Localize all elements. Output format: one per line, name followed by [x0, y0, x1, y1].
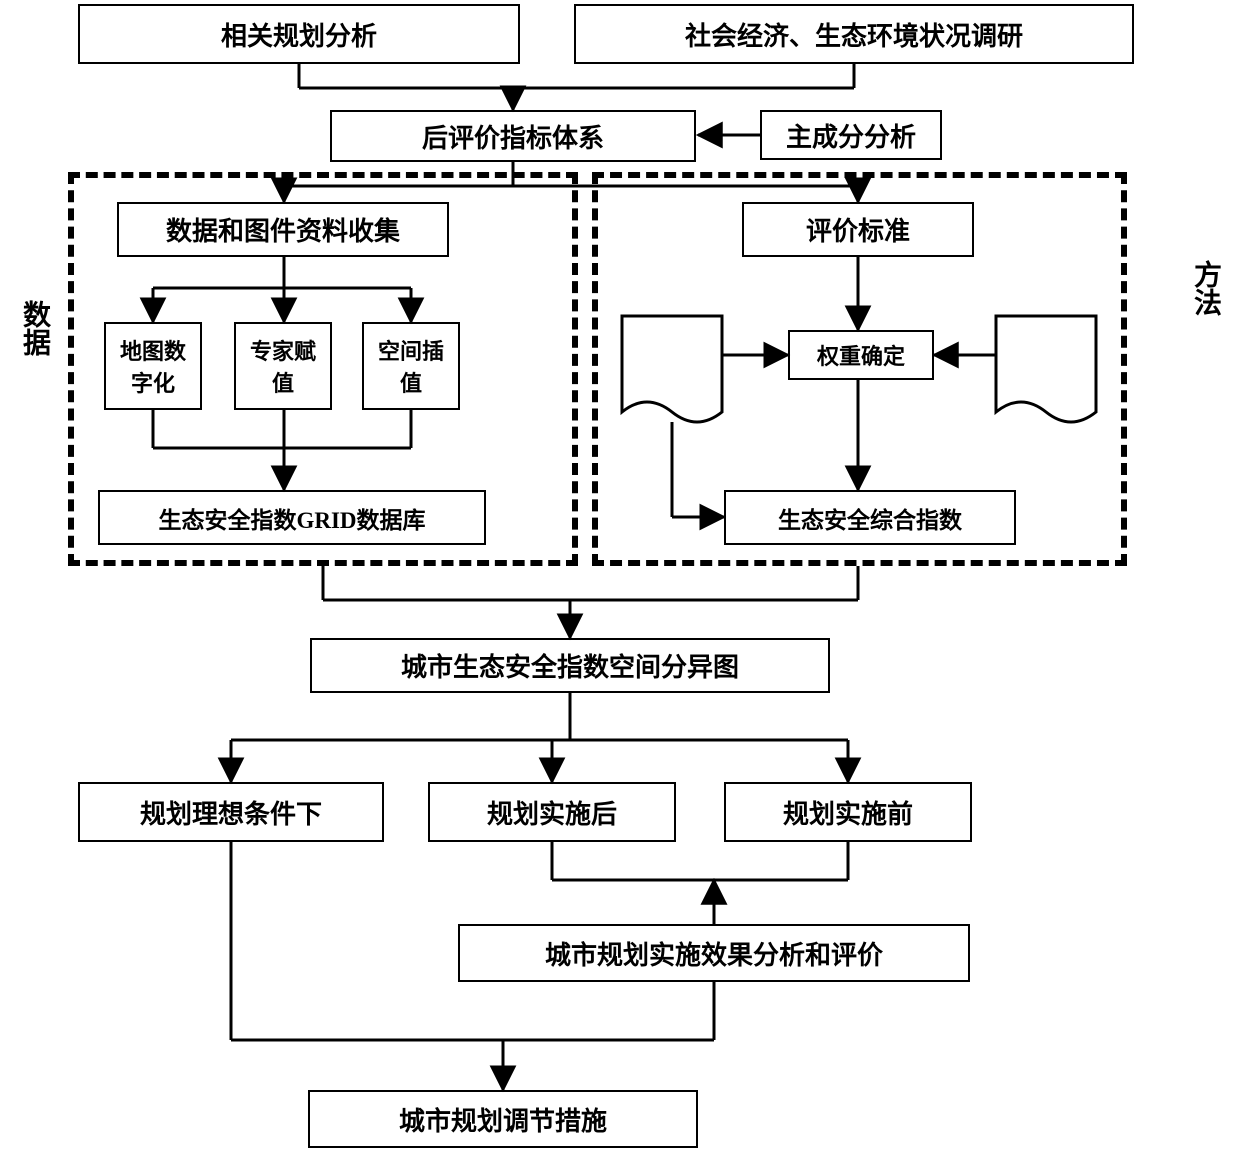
text: 规划实施后 [487, 794, 617, 831]
node-fuzzy-eval: 模糊综合评价 [622, 310, 722, 430]
node-weight-determine: 权重确定 [788, 330, 934, 380]
node-plan-ideal: 规划理想条件下 [78, 782, 384, 842]
text: 规划实施前 [783, 794, 913, 831]
text: 权重确定 [817, 339, 905, 371]
node-expert-assign: 专家赋值 [234, 322, 332, 410]
text: 模糊综合评价 [626, 341, 718, 399]
text: 后评价指标体系 [422, 118, 604, 155]
text: 城市规划调节措施 [399, 1101, 607, 1138]
label-data: 数据 [14, 300, 54, 356]
node-planning-analysis: 相关规划分析 [78, 4, 520, 64]
node-plan-after: 规划实施后 [428, 782, 676, 842]
text: 规划理想条件下 [140, 794, 322, 831]
node-plan-before: 规划实施前 [724, 782, 972, 842]
text: 地图数字化 [114, 334, 192, 398]
text: 层次分析法 [1000, 341, 1092, 399]
node-post-eval-system: 后评价指标体系 [330, 110, 696, 162]
node-plan-adjust: 城市规划调节措施 [308, 1090, 698, 1148]
node-pca: 主成分分析 [760, 110, 942, 160]
node-map-digitize: 地图数字化 [104, 322, 202, 410]
text: 城市规划实施效果分析和评价 [545, 935, 883, 972]
text: 社会经济、生态环境状况调研 [685, 16, 1023, 53]
text: 空间插值 [372, 334, 450, 398]
text: 相关规划分析 [221, 16, 377, 53]
node-eco-safety-index: 生态安全综合指数 [724, 490, 1016, 545]
node-eval-standard: 评价标准 [742, 202, 974, 257]
node-data-collection: 数据和图件资料收集 [117, 202, 449, 257]
node-spatial-diff-map: 城市生态安全指数空间分异图 [310, 638, 830, 693]
text: 评价标准 [806, 211, 910, 248]
node-spatial-interp: 空间插值 [362, 322, 460, 410]
node-social-eco-survey: 社会经济、生态环境状况调研 [574, 4, 1134, 64]
node-ahp: 层次分析法 [996, 310, 1096, 430]
text: 专家赋值 [244, 334, 322, 398]
node-grid-db: 生态安全指数GRID数据库 [98, 490, 486, 545]
text: 生态安全综合指数 [778, 501, 962, 535]
node-plan-effect-eval: 城市规划实施效果分析和评价 [458, 924, 970, 982]
label-method: 方法 [1185, 260, 1225, 316]
text: 生态安全指数GRID数据库 [158, 501, 425, 535]
text: 数据和图件资料收集 [166, 211, 400, 248]
text: 主成分分析 [786, 117, 916, 154]
text: 城市生态安全指数空间分异图 [401, 647, 739, 684]
